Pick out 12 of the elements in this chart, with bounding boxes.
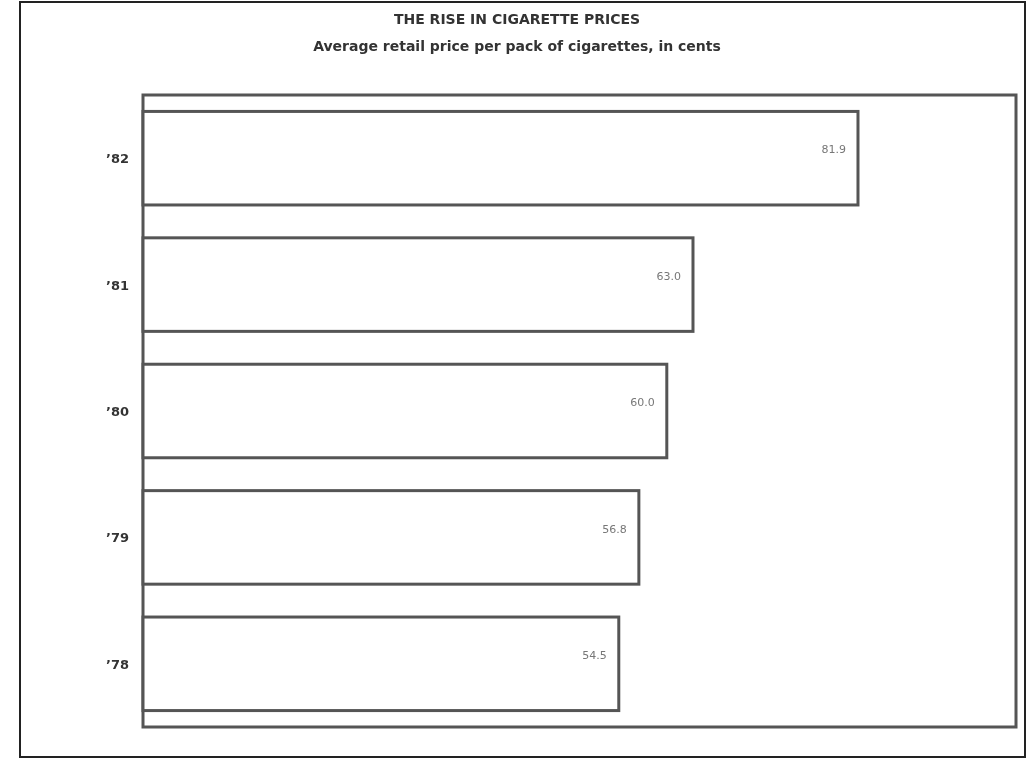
y-tick-label: ’81 <box>105 277 129 293</box>
y-tick-label: ’78 <box>105 656 129 672</box>
data-label: 81.9 <box>821 143 846 157</box>
y-tick-label: ’82 <box>105 151 129 167</box>
y-tick-label: ’80 <box>105 404 129 419</box>
data-label: 56.8 <box>602 522 627 536</box>
chart-title: THE RISE IN CIGARETTE PRICES <box>393 11 641 27</box>
data-label: 63.0 <box>656 269 681 283</box>
data-label: 54.5 <box>582 649 607 663</box>
y-tick-label: ’79 <box>105 530 129 546</box>
chart-subtitle: Average retail price per pack of cigarettes, in cents <box>313 38 721 54</box>
data-label: 60.0 <box>630 396 655 410</box>
